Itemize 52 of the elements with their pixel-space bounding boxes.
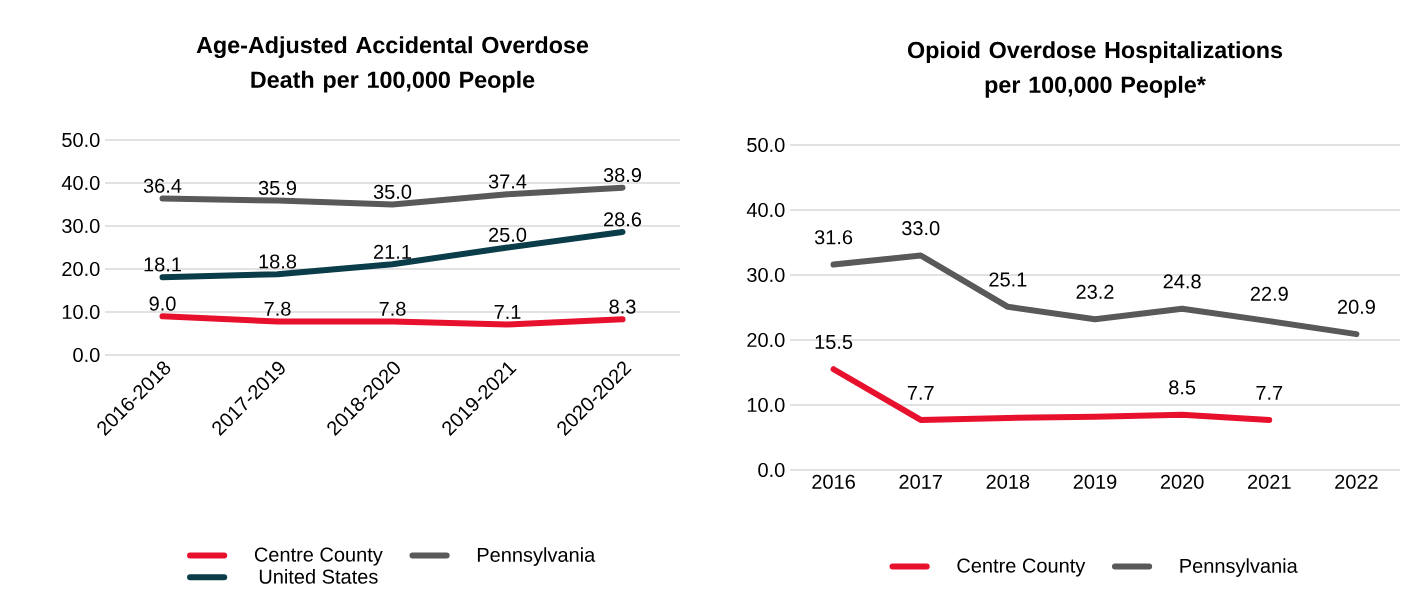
data-label: 7.7 — [907, 385, 934, 400]
y-tick-label: 10.0 — [62, 304, 100, 320]
data-label: 37.4 — [488, 174, 527, 189]
x-tick-label: 2022 — [1335, 474, 1378, 489]
data-label: 15.5 — [815, 335, 853, 349]
x-tick-label: 2020 — [1160, 474, 1204, 489]
data-label: 7.8 — [379, 301, 406, 316]
legend-label: Centre County — [957, 558, 1086, 577]
legend-label: Pennsylvania — [477, 547, 596, 566]
data-label: 25.0 — [489, 227, 527, 242]
data-label: 23.2 — [1076, 284, 1114, 299]
y-tick-label: 0.0 — [73, 347, 100, 363]
data-label: 35.0 — [373, 184, 412, 199]
y-tick-label: 40.0 — [61, 175, 100, 191]
chart-title: Opioid Overdose Hospitalizations per 100,000 People* — [907, 41, 1283, 98]
y-tick-label: 50.0 — [747, 137, 785, 153]
y-tick-label: 10.0 — [747, 397, 785, 413]
data-label: 25.1 — [989, 272, 1027, 287]
data-label: 18.8 — [259, 254, 297, 269]
data-label: 22.9 — [1250, 286, 1288, 301]
data-label: 8.5 — [1169, 380, 1196, 395]
data-label: 18.1 — [144, 257, 181, 272]
data-label: 35.9 — [258, 180, 297, 196]
legend-label: Pennsylvania — [1180, 558, 1298, 577]
y-tick-label: 20.0 — [747, 332, 785, 348]
y-tick-label: 30.0 — [62, 218, 100, 234]
data-label: 20.9 — [1337, 299, 1375, 314]
data-label: 9.0 — [149, 296, 176, 311]
y-tick-label: 30.0 — [747, 267, 785, 283]
data-label: 7.8 — [264, 301, 291, 316]
data-label: 36.4 — [143, 178, 182, 193]
y-tick-label: 20.0 — [62, 261, 100, 277]
data-label: 7.1 — [494, 305, 521, 319]
x-tick-label: 2021 — [1248, 474, 1291, 489]
y-tick-label: 50.0 — [62, 132, 100, 148]
x-tick-label: 2017 — [899, 474, 942, 489]
x-tick-label: 2016 — [812, 474, 855, 489]
data-label: 8.3 — [609, 299, 636, 314]
data-label: 33.0 — [902, 221, 940, 236]
x-tick-label: 2019 — [1073, 474, 1117, 489]
y-tick-label: 0.0 — [758, 462, 785, 478]
legend-label: United States — [259, 569, 378, 584]
y-tick-label: 40.0 — [746, 202, 785, 218]
chart-title: Age-Adjusted Accidental Overdose Death per 100,000 People — [196, 36, 589, 93]
data-label: 24.8 — [1163, 274, 1201, 289]
x-tick-label: 2018 — [986, 474, 1030, 489]
data-label: 28.6 — [604, 212, 642, 227]
data-label: 31.6 — [814, 230, 853, 245]
legend-label: Centre County — [254, 547, 383, 566]
data-label: 7.7 — [1256, 385, 1283, 400]
data-label: 38.9 — [603, 167, 641, 183]
data-label: 21.1 — [374, 244, 411, 259]
